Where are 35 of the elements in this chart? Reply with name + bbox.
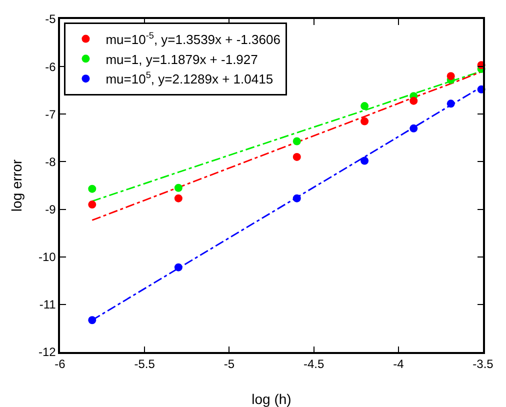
point [446,100,455,108]
point [446,72,455,80]
point [360,102,369,110]
point [88,316,96,324]
point [410,96,418,105]
y-tick-label: -12 [38,345,56,360]
x-axis-title: log (h) [252,391,292,407]
point [292,194,301,202]
legend-label: mu=1, y=1.1879x + -1.927 [106,52,258,67]
y-tick-label: -10 [38,250,56,264]
point [174,263,182,272]
point [88,200,96,209]
y-tick-label: -6 [45,60,56,74]
point [292,152,301,161]
y-axis-title: log error [8,159,24,212]
legend-label: mu=10$^{-5}$, y=1.3539x + -1.3606 [106,30,280,47]
legend-label: mu=10$^{5}$, y=2.1289x + 1.0415 [106,70,274,87]
point [292,137,301,146]
point [360,156,369,165]
y-tick-label: -11 [39,298,56,312]
y-tick-label: -7 [45,107,56,122]
point [174,194,182,202]
x-tick-label: -5 [224,357,235,372]
x-tick-label: -4.5 [303,357,324,372]
x-tick-label: -5.5 [134,357,156,372]
x-tick-label: -3.5 [472,357,494,372]
point [88,184,96,193]
x-tick-label: -6 [54,357,66,372]
y-tick-label: -9 [45,202,56,216]
point [174,184,182,192]
x-tick-label: -4 [393,357,404,372]
point [410,124,418,132]
y-tick-label: -8 [45,154,56,169]
point [360,117,369,126]
y-tick-label: -5 [45,12,56,26]
